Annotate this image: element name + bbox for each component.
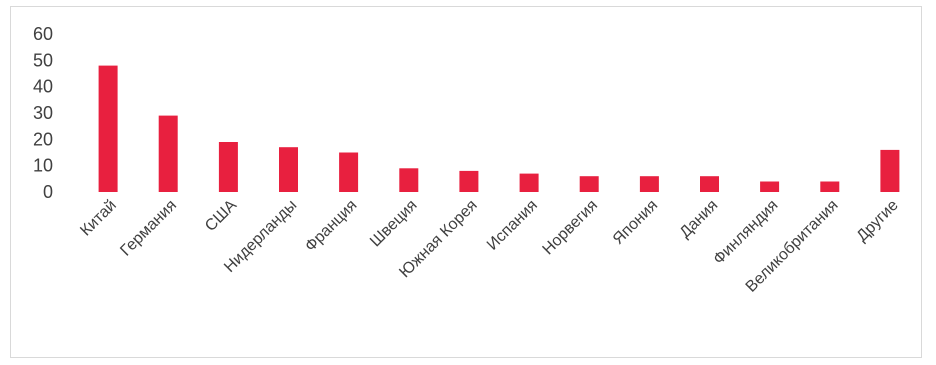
y-tick-label: 50 xyxy=(33,50,53,70)
y-tick-label: 10 xyxy=(33,156,53,176)
y-tick-label: 30 xyxy=(33,103,53,123)
bar xyxy=(459,170,479,192)
x-category-label: Дания xyxy=(677,197,722,242)
bar xyxy=(98,65,118,192)
x-category-label: Швеция xyxy=(367,197,420,250)
bar xyxy=(820,181,840,192)
x-category-label: Другие xyxy=(854,197,902,245)
x-category-label: Франция xyxy=(302,197,360,255)
y-tick-label: 0 xyxy=(43,182,53,202)
bar xyxy=(760,181,780,192)
y-tick-label: 40 xyxy=(33,77,53,97)
bar xyxy=(639,176,659,192)
x-category-label: Китай xyxy=(77,197,120,240)
y-axis: 0 10 20 30 40 50 60 xyxy=(33,24,53,202)
bar xyxy=(880,149,900,192)
bar xyxy=(579,176,599,192)
bar xyxy=(158,115,178,192)
bar-series xyxy=(98,65,900,192)
x-category-label: США xyxy=(202,197,240,235)
bar xyxy=(399,168,419,192)
y-tick-label: 20 xyxy=(33,129,53,149)
x-category-label: Япония xyxy=(610,197,661,248)
bar xyxy=(279,147,298,192)
bar xyxy=(339,152,359,192)
x-category-label: Норвегия xyxy=(540,197,602,259)
x-category-label: Германия xyxy=(117,197,180,260)
y-tick-label: 60 xyxy=(33,24,53,44)
bar xyxy=(700,176,719,192)
x-category-label: Испания xyxy=(484,197,541,254)
bar xyxy=(519,173,539,192)
bar xyxy=(218,142,238,192)
